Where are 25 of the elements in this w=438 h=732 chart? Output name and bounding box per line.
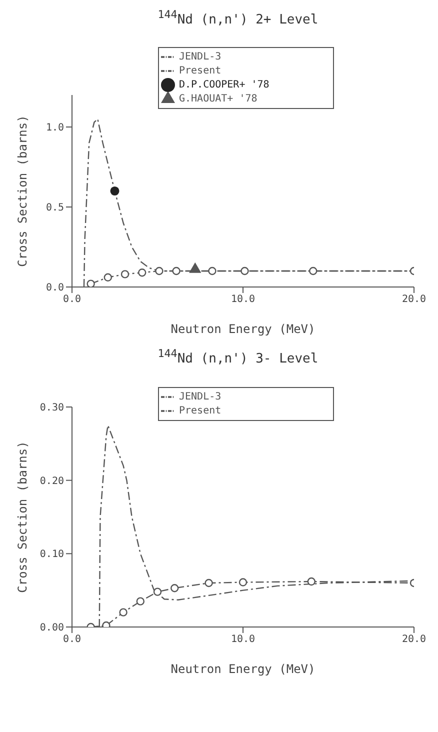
- x-tick-label: 10.0: [230, 634, 256, 645]
- y-tick-label: 0.30: [40, 402, 64, 414]
- chart-title: $^{144}$Nd (n,n') 3- Level: [156, 347, 320, 367]
- y-tick-label: 1.0: [46, 122, 64, 134]
- y-tick-label: 0.5: [46, 202, 64, 214]
- legend-label: D.P.COOPER+ '78: [179, 80, 270, 92]
- x-axis-title: Neutron Energy (MeV): [170, 662, 316, 676]
- x-tick-label: 0.0: [62, 294, 82, 306]
- y-tick-label: 0.10: [40, 548, 64, 560]
- x-tick-label: 20.0: [402, 634, 426, 645]
- y-tick-label: 0.0: [46, 282, 64, 294]
- legend-label: Present: [179, 405, 222, 416]
- y-tick-label: 0.20: [40, 476, 64, 487]
- y-tick-label: 0.00: [40, 622, 64, 634]
- x-tick-label: 20.0: [402, 294, 426, 306]
- y-axis-title: Cross Section (barns): [15, 440, 30, 593]
- x-tick-label: 0.0: [62, 634, 82, 645]
- legend-label: JENDL-3: [179, 52, 222, 64]
- legend-label: JENDL-3: [179, 391, 222, 402]
- x-tick-label: 10.0: [230, 294, 256, 306]
- legend-label: G.HAOUAT+ '78: [179, 94, 258, 106]
- x-axis-title: Neutron Energy (MeV): [170, 322, 316, 336]
- legend-label: Present: [179, 66, 222, 78]
- y-axis-title: Cross Section (barns): [15, 115, 30, 268]
- chart-title: $^{144}$Nd (n,n') 2+ Level: [156, 8, 320, 28]
